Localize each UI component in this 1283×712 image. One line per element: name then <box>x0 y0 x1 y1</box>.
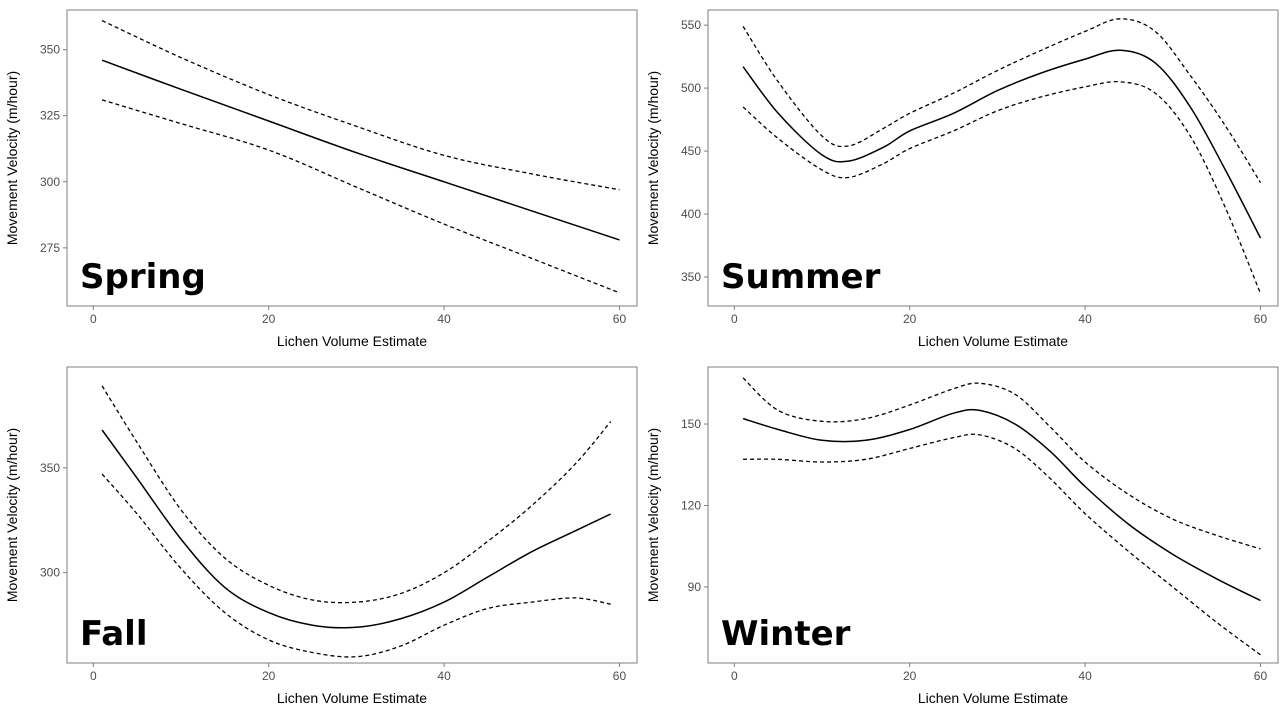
y-tick-label: 90 <box>688 580 702 594</box>
x-axis-label: Lichen Volume Estimate <box>277 690 427 706</box>
x-tick-label: 60 <box>1254 312 1268 326</box>
x-tick-label: 60 <box>1254 669 1268 683</box>
y-tick-label: 120 <box>681 498 701 512</box>
y-axis-label: Movement Velocity (m/hour) <box>4 71 20 245</box>
panel-fall: 0 20 40 60 300 350 Lichen Volume Estimate Movem… <box>4 366 638 706</box>
series-line-lower <box>101 473 611 658</box>
x-tick-label: 20 <box>262 669 276 683</box>
plot-frame <box>707 366 1279 664</box>
series-line-upper <box>101 20 620 191</box>
x-axis-label: Lichen Volume Estimate <box>277 333 427 349</box>
x-tick-label: 40 <box>437 312 451 326</box>
x-tick-label: 0 <box>731 312 738 326</box>
x-axis-label: Lichen Volume Estimate <box>918 690 1068 706</box>
plot-frame <box>707 9 1279 307</box>
season-label: Summer <box>721 257 881 297</box>
y-tick-label: 150 <box>681 417 701 431</box>
x-tick-label: 60 <box>613 312 627 326</box>
series-line-upper <box>101 385 612 604</box>
x-tick-label: 0 <box>90 312 97 326</box>
y-tick-label: 400 <box>681 207 701 221</box>
y-axis-label: Movement Velocity (m/hour) <box>645 71 661 245</box>
x-tick-label: 20 <box>262 312 276 326</box>
y-tick-label: 500 <box>681 81 701 95</box>
x-tick-label: 20 <box>903 312 917 326</box>
y-axis-label: Movement Velocity (m/hour) <box>645 428 661 602</box>
y-tick-label: 350 <box>40 43 60 57</box>
series-line-lower <box>743 433 1261 656</box>
y-tick-label: 325 <box>40 109 60 123</box>
series-line-lower <box>101 99 620 294</box>
plot-frame <box>66 9 638 307</box>
x-tick-label: 40 <box>1078 312 1092 326</box>
y-tick-label: 275 <box>40 241 60 255</box>
panel-winter: 0 20 40 60 90 120 150 Lichen Volume Estimate Mov… <box>645 366 1279 706</box>
season-label: Spring <box>80 257 206 297</box>
y-tick-label: 350 <box>40 461 60 475</box>
x-tick-label: 40 <box>1078 669 1092 683</box>
plot-frame <box>66 366 638 664</box>
y-tick-label: 300 <box>40 175 60 189</box>
series-line-fit <box>101 429 612 629</box>
x-axis-label: Lichen Volume Estimate <box>918 333 1068 349</box>
y-tick-label: 300 <box>40 566 60 580</box>
panel-spring: 0 20 40 60 275 300 325 350 Lichen Volume Estimat… <box>4 9 638 349</box>
x-tick-label: 0 <box>90 669 97 683</box>
series-line-fit <box>101 59 620 241</box>
x-tick-label: 0 <box>731 669 738 683</box>
series-line-fit <box>742 49 1262 239</box>
season-label: Winter <box>721 614 851 654</box>
series-line-upper <box>742 377 1261 550</box>
season-label: Fall <box>80 614 148 654</box>
series-line-lower <box>742 80 1262 294</box>
x-tick-label: 20 <box>903 669 917 683</box>
y-tick-label: 450 <box>681 144 701 158</box>
series-line-fit <box>742 408 1261 602</box>
series-line-upper <box>742 18 1262 183</box>
panel-summer: 0 20 40 60 350 400 450 500 550 Lichen Volume Esti… <box>645 9 1279 349</box>
y-tick-label: 550 <box>681 18 701 32</box>
y-axis-label: Movement Velocity (m/hour) <box>4 428 20 602</box>
x-tick-label: 40 <box>437 669 451 683</box>
y-tick-label: 350 <box>681 270 701 284</box>
x-tick-label: 60 <box>613 669 627 683</box>
